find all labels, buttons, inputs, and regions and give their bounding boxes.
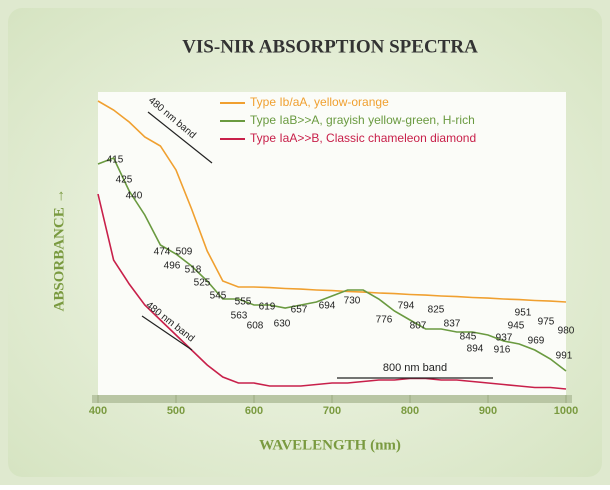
peak-label: 630	[274, 319, 291, 330]
peak-label: 415	[107, 155, 124, 166]
peak-label: 525	[194, 278, 211, 289]
peak-label: 518	[185, 265, 202, 276]
peak-label: 951	[515, 308, 532, 319]
peak-label: 945	[508, 321, 525, 332]
peak-label: 545	[210, 291, 227, 302]
x-tick-label: 1000	[554, 405, 578, 417]
x-tick-label: 900	[479, 405, 497, 417]
series-line	[97, 193, 567, 390]
x-tick-label: 400	[89, 405, 107, 417]
peak-label: 825	[428, 305, 445, 316]
peak-label: 425	[116, 175, 133, 186]
peak-label: 937	[496, 333, 513, 344]
series-line	[97, 156, 567, 372]
legend-label: Type Ib/aA, yellow-orange	[250, 95, 389, 109]
x-tick-label: 700	[323, 405, 341, 417]
peak-label: 991	[556, 351, 573, 362]
series-line	[97, 100, 567, 303]
band-label: 800 nm band	[383, 362, 447, 374]
peak-label: 555	[235, 297, 252, 308]
x-tick-label: 500	[167, 405, 185, 417]
peak-label: 845	[460, 332, 477, 343]
peak-label: 619	[259, 302, 276, 313]
plot-area	[98, 92, 566, 395]
peak-label: 894	[467, 344, 484, 355]
legend-label: Type IaA>>B, Classic chameleon diamond	[250, 131, 476, 145]
x-tick-label: 600	[245, 405, 263, 417]
band-line	[147, 111, 213, 164]
peak-label: 440	[126, 191, 143, 202]
peak-label: 496	[164, 261, 181, 272]
peak-label: 563	[231, 311, 248, 322]
peak-label: 474	[154, 247, 171, 258]
peak-label: 776	[376, 315, 393, 326]
peak-label: 980	[558, 326, 575, 337]
peak-label: 837	[444, 319, 461, 330]
peak-label: 969	[528, 336, 545, 347]
peak-label: 608	[247, 321, 264, 332]
band-line	[141, 315, 193, 351]
x-tick-label: 800	[401, 405, 419, 417]
peak-label: 807	[410, 321, 427, 332]
y-axis-label: ABSORBANCE →	[51, 189, 67, 312]
chart-title: VIS-NIR ABSORPTION SPECTRA	[182, 36, 478, 57]
peak-label: 730	[344, 296, 361, 307]
peak-label: 916	[494, 345, 511, 356]
legend-label: Type IaB>>A, grayish yellow-green, H-ric…	[250, 113, 475, 127]
peak-label: 794	[398, 301, 415, 312]
peak-label: 509	[176, 247, 193, 258]
peak-label: 975	[538, 317, 555, 328]
peak-label: 694	[319, 301, 336, 312]
x-axis-label: WAVELENGTH (nm)	[259, 437, 401, 453]
peak-label: 657	[291, 305, 308, 316]
